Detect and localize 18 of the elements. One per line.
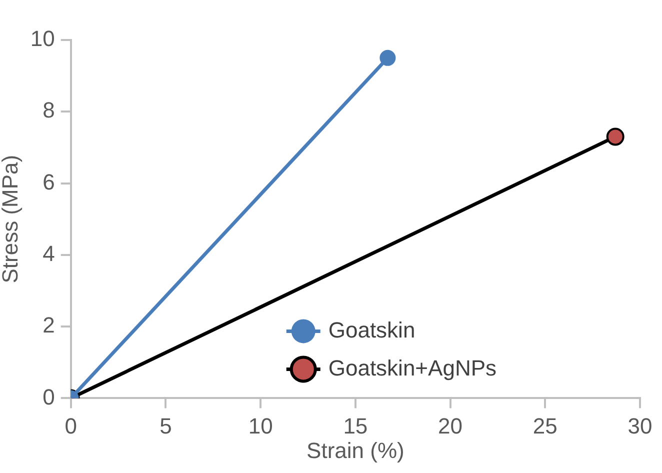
y-tick-label: 10 [30, 26, 55, 52]
x-axis-title: Strain (%) [306, 438, 404, 463]
y-tick-label: 0 [42, 384, 55, 410]
x-tick-label: 15 [343, 413, 368, 438]
legend-label: Goatskin+AgNPs [328, 355, 497, 380]
y-axis-title: Stress (MPa) [0, 154, 22, 284]
x-tick-label: 10 [248, 413, 273, 438]
x-tick-label: 0 [64, 413, 77, 438]
legend-label: Goatskin [328, 317, 416, 342]
x-tick-label: 30 [628, 413, 652, 438]
x-tick-label: 25 [532, 413, 558, 438]
x-tick-label: 5 [160, 413, 172, 438]
y-tick-label: 8 [42, 98, 55, 123]
x-tick-label: 20 [438, 413, 463, 438]
y-tick-label: 2 [42, 312, 55, 338]
y-tick-label: 6 [42, 169, 55, 194]
y-tick-label: 4 [42, 240, 55, 266]
point [606, 128, 624, 146]
